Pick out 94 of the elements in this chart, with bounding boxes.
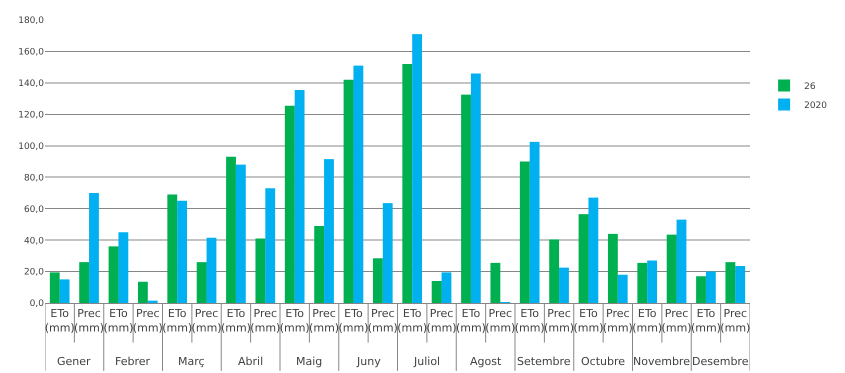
bar [177,200,188,303]
x-tick-label: Prec (mm) [544,307,574,334]
bar [637,262,648,303]
text: Febrer [115,355,151,368]
bar [735,266,746,303]
legend-label: 2020 [804,100,828,111]
bar [344,80,354,303]
x-tick-label: Prec (mm) [192,307,222,334]
x-tick-label: ETo (mm) [103,307,134,334]
bar [79,262,90,303]
y-tick-label: 180,0 [18,16,44,26]
bar [255,238,266,303]
x-tick-label: Prec (mm) [485,307,516,334]
x-tick-label: ETo (mm) [690,307,721,334]
bar [382,203,393,303]
bar [676,220,686,303]
text: Desembre [692,355,749,368]
y-tick-label: 80,0 [24,173,44,184]
x-tick-label: ETo (mm) [397,307,428,334]
bar [60,279,70,303]
bar [206,238,216,303]
text: Novembre [633,355,690,368]
x-tick-label: Prec (mm) [720,307,750,334]
bar [138,282,148,303]
legend-label: 26 [804,82,816,92]
x-tick-label: Prec (mm) [250,307,280,334]
x-tick-label: ETo (mm) [280,307,310,334]
bar [666,234,677,303]
text: Agost [470,355,502,368]
x-tick-label: ETo (mm) [44,307,75,334]
x-tick-label: ETo (mm) [632,307,662,334]
bar [608,234,618,303]
bar [402,64,412,303]
y-tick-label: 100,0 [18,142,44,152]
bar [167,194,178,303]
y-tick-label: 140,0 [18,79,44,90]
bar [432,280,442,303]
bar [372,258,383,303]
x-tick-label: ETo (mm) [338,307,368,334]
x-tick-label: Prec (mm) [426,307,457,334]
x-tick-label: Prec (mm) [662,307,692,334]
bar [226,156,236,303]
bar [696,276,706,303]
bar [108,246,118,303]
bar [706,272,716,303]
bar [89,192,99,303]
x-tick-label: ETo (mm) [573,307,604,334]
bar [324,159,334,303]
bar [530,142,540,303]
text: Juliol [413,355,440,368]
bar [618,274,628,303]
bar [314,226,324,303]
y-tick-label: 40,0 [24,236,44,246]
x-tick-label: ETo (mm) [162,307,192,334]
x-tick-label: ETo (mm) [514,307,545,334]
bar [588,198,598,303]
bar [353,66,364,303]
x-tick-label: ETo (mm) [456,307,486,334]
text: Març [178,355,205,368]
y-tick-label: 120,0 [18,110,44,120]
x-tick-label: ETo (mm) [220,307,251,334]
text: Setembre [517,355,571,368]
text: Juny [356,355,382,368]
bar [412,34,422,303]
bar [284,106,295,303]
bar [294,90,305,303]
bar [50,272,60,303]
text: Gener [57,355,92,368]
bar [490,262,500,303]
x-tick-label: Prec (mm) [368,307,398,334]
bar [470,73,481,303]
bar [725,262,736,303]
bar [236,164,246,303]
bar [196,262,207,303]
text: Abril [238,355,264,368]
bar [520,162,530,303]
text: Octubre [581,355,626,368]
bar [461,94,471,303]
bar [442,272,452,303]
y-tick-label: 160,0 [18,48,44,58]
x-tick-label: Prec (mm) [602,307,633,334]
y-tick-label: 0,0 [30,299,44,310]
x-tick-label: Prec (mm) [309,307,340,334]
bar [549,239,560,303]
bar [647,260,658,303]
text: Maig [296,355,322,368]
bar [265,188,276,303]
bar [118,232,128,303]
bar [578,214,588,303]
y-tick-label: 60,0 [24,204,44,215]
y-tick-label: 20,0 [24,268,44,278]
x-tick-label: Prec (mm) [132,307,163,334]
x-tick-label: Prec (mm) [74,307,104,334]
bar [559,268,569,303]
